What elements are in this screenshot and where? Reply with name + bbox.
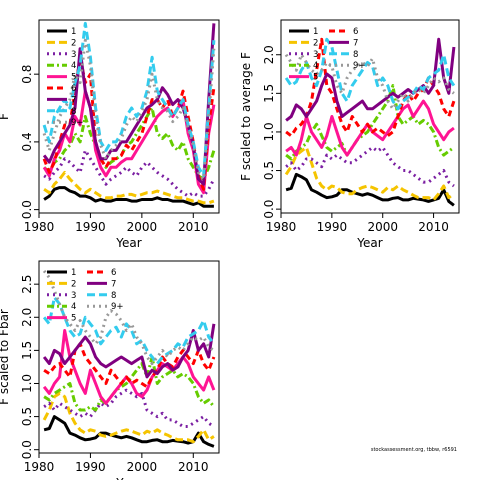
y-tick-label: 0.8	[20, 65, 34, 84]
x-tick-label: 1990	[317, 220, 348, 234]
series-line-2	[43, 170, 215, 205]
y-tick-label: 0.4	[20, 132, 34, 151]
legend-label: 8	[353, 50, 358, 60]
legend-label: 6	[71, 84, 76, 94]
series-line-5	[42, 329, 216, 405]
series-line-2	[42, 391, 215, 444]
series-line-2	[284, 145, 455, 202]
legend-label: 7	[353, 38, 358, 48]
x-tick-label: 1980	[24, 220, 55, 234]
y-axis-label: F	[0, 113, 11, 120]
series-line-1	[43, 186, 214, 208]
legend-label: 2	[71, 38, 76, 48]
legend-label: 3	[71, 291, 76, 301]
y-tick-label: 2.0	[20, 308, 34, 327]
series-line-8	[284, 37, 456, 111]
legend-label: 3	[71, 50, 76, 60]
legend-label: 1	[313, 27, 318, 37]
series-line-5	[285, 99, 455, 157]
y-tick-label: 1.0	[20, 374, 34, 393]
legend-label: 1	[71, 268, 76, 278]
series-line-8	[42, 21, 216, 178]
legend-label: 6	[111, 268, 116, 278]
chart-panel-3: 1980 1990 2000 2010 0.0 0.5 1.0 1.5 2.0 2.5 F scal…	[0, 260, 220, 480]
y-tick-label: 0.5	[262, 161, 276, 180]
series-line-4	[43, 355, 216, 412]
x-tick-label: 2000	[127, 460, 158, 474]
x-axis-label: Year	[356, 236, 382, 250]
y-tick-label: 0.0	[20, 200, 34, 219]
y-tick-label: 0.0	[262, 200, 276, 219]
series-line-1	[43, 415, 215, 448]
x-tick-label: 1980	[266, 220, 297, 234]
x-tick-label: 1990	[75, 220, 106, 234]
y-tick-label: 2.0	[262, 45, 276, 64]
legend-label: 2	[71, 279, 76, 289]
series-line-9plus	[42, 38, 216, 181]
plot-frame	[38, 260, 220, 454]
legend-label: 5	[71, 73, 76, 83]
y-tick-label: 1.5	[262, 84, 276, 103]
legend-label: 7	[111, 279, 116, 289]
series-line-1	[285, 172, 455, 207]
legend-label: 1	[71, 27, 76, 37]
legend-label: 9+	[353, 61, 366, 71]
series-line-6	[285, 37, 456, 138]
legend-label: 4	[313, 61, 318, 71]
y-axis-label: F scaled to average F	[239, 52, 253, 181]
x-tick-label: 2010	[418, 220, 449, 234]
y-tick-label: 0.5	[20, 407, 34, 426]
series-line-4	[285, 84, 455, 161]
legend-label: 8	[71, 107, 76, 117]
y-tick-label: 1.5	[20, 341, 34, 360]
legend: 12 34 5 67 89+	[289, 27, 366, 83]
legend-label: 4	[71, 61, 76, 71]
x-axis-label: Year	[115, 476, 141, 480]
legend-label: 8	[111, 291, 116, 301]
x-tick-label: 2000	[127, 220, 158, 234]
legend-label: 9+	[71, 118, 84, 128]
series-line-6	[42, 55, 216, 191]
x-tick-label: 1980	[24, 460, 55, 474]
legend-label: 2	[313, 38, 318, 48]
legend-label: 6	[353, 27, 358, 37]
legend-label: 9+	[111, 302, 124, 312]
y-axis-label: F scaled to Fbar	[0, 309, 11, 405]
y-tick-label: 1.0	[262, 122, 276, 141]
plot-frame	[280, 19, 460, 214]
series-line-7	[285, 37, 456, 122]
legend-label: 3	[313, 50, 318, 60]
x-tick-label: 1990	[75, 460, 106, 474]
source-note: stockassessment.org, tbbw, r6591	[371, 447, 457, 453]
plot-frame	[38, 19, 220, 214]
series-line-7	[42, 23, 216, 186]
x-tick-label: 2010	[178, 460, 209, 474]
y-tick-label: 2.5	[20, 275, 34, 294]
chart-panel-1: 1980 1990 2000 2010 0.0 0.4 0.8 F Year 12 34 567 89+	[0, 19, 220, 250]
legend: 12 34 567 89+	[47, 27, 84, 128]
series-line-7	[42, 323, 216, 379]
series-line-3	[285, 145, 455, 188]
legend-label: 7	[71, 95, 76, 105]
x-tick-label: 2000	[367, 220, 398, 234]
y-tick-label: 0.0	[20, 440, 34, 459]
series-line-4	[43, 106, 216, 181]
x-axis-label: Year	[115, 236, 141, 250]
chart-panel-2: 1980 1990 2000 2010 0.0 0.5 1.0 1.5 2.0 F scaled …	[239, 19, 460, 250]
legend-label: 4	[71, 302, 76, 312]
legend-label: 5	[313, 73, 318, 83]
series-line-8	[42, 295, 216, 366]
legend-label: 5	[71, 314, 76, 324]
x-tick-label: 2010	[178, 220, 209, 234]
series-line-3	[43, 148, 216, 198]
series-line-6	[43, 342, 216, 389]
legend: 12 34 5 67 89+	[47, 268, 124, 324]
